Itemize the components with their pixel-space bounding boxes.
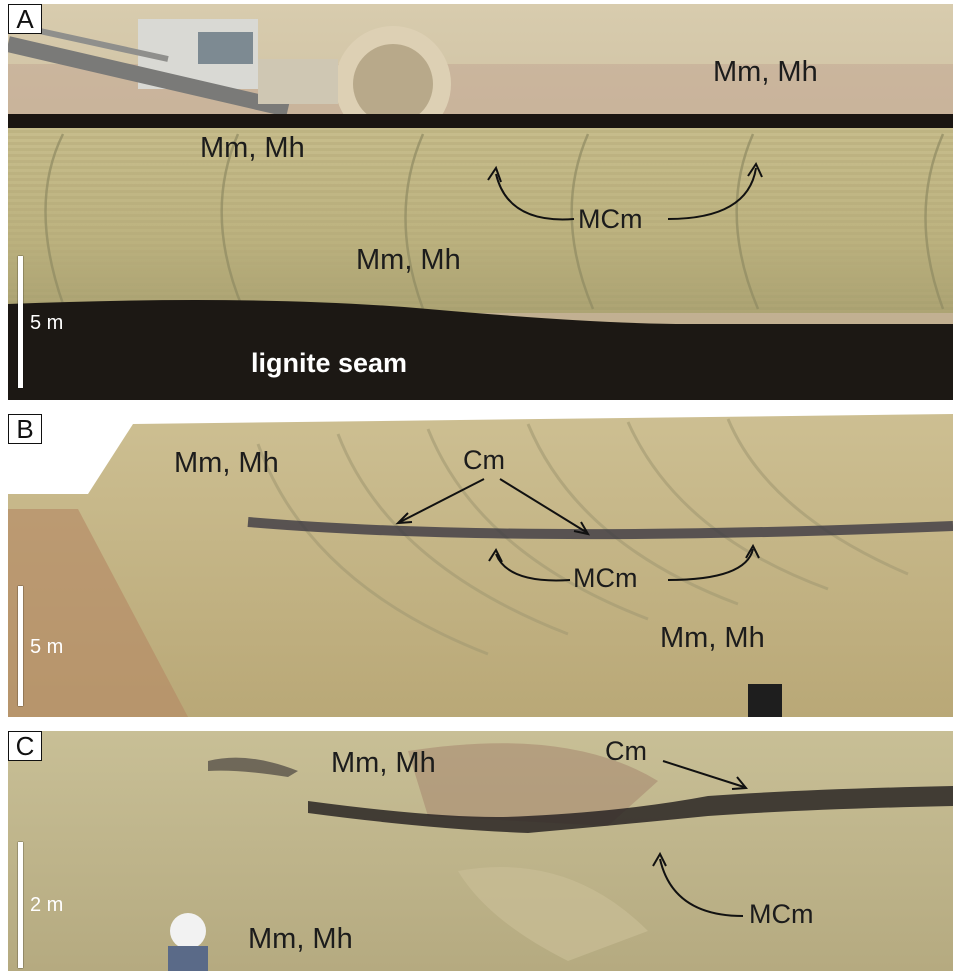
facies-label: MCm <box>573 563 638 593</box>
facies-label: MCm <box>749 899 814 929</box>
facies-label: Mm, Mh <box>356 244 461 276</box>
panel-b-photo <box>8 414 953 717</box>
bucket-wheel-excavator <box>8 19 451 142</box>
panel-label-c: C <box>8 731 42 761</box>
panel-b: B Mm, Mh Cm MCm Mm, Mh 5 m <box>8 414 953 717</box>
panel-a-photo <box>8 4 953 400</box>
track-road <box>8 509 188 717</box>
panel-c: C Mm, Mh Cm MCm Mm, Mh 2 m <box>8 731 953 971</box>
facies-label: Mm, Mh <box>174 447 279 479</box>
facies-label: Mm, Mh <box>200 132 305 164</box>
person-helmet <box>170 913 206 949</box>
arrow-group <box>395 478 760 582</box>
lignite-layer <box>8 300 953 400</box>
panel-label-a: A <box>8 4 42 34</box>
panel-a: A Mm, Mh Mm, Mh Mm, Mh MCm lignite seam … <box>8 4 953 400</box>
panel-label-b: B <box>8 414 42 444</box>
facies-label: Cm <box>463 445 505 475</box>
facies-label: MCm <box>578 204 643 234</box>
facies-label: Mm, Mh <box>331 747 436 779</box>
coal-band <box>247 517 953 540</box>
arrow-group <box>652 760 748 917</box>
coal-band <box>308 786 953 833</box>
facies-label: Mm, Mh <box>248 923 353 955</box>
lignite-seam-label: lignite seam <box>251 348 408 378</box>
facies-label: Mm, Mh <box>713 56 818 88</box>
facies-label: Mm, Mh <box>660 622 765 654</box>
pit-wall <box>8 414 953 717</box>
arrow-group <box>487 161 763 221</box>
panel-c-photo <box>8 731 953 971</box>
conveyor-belt <box>8 114 953 128</box>
facies-label: Cm <box>605 736 647 766</box>
